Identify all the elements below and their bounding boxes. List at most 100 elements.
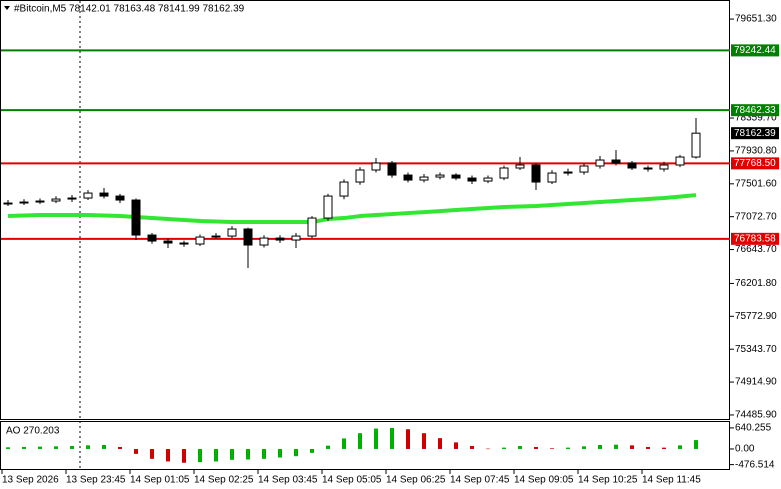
indicator-panel bbox=[0, 421, 730, 470]
indicator-bar bbox=[598, 445, 602, 449]
indicator-y-tick-label: 0.00 bbox=[735, 444, 755, 455]
indicator-bar bbox=[150, 448, 154, 459]
candle-body bbox=[147, 234, 157, 242]
candle-body bbox=[323, 195, 333, 219]
indicator-bar bbox=[646, 446, 650, 449]
y-tick-label: 78359.70 bbox=[735, 113, 777, 124]
candle-body bbox=[691, 132, 701, 158]
candle-body bbox=[275, 237, 285, 241]
indicator-bar bbox=[22, 446, 26, 449]
candle-body bbox=[595, 159, 605, 167]
level-label-bg bbox=[731, 232, 779, 245]
indicator-bar bbox=[502, 447, 506, 449]
indicator-bar bbox=[214, 448, 218, 462]
indicator-bar bbox=[70, 446, 74, 449]
candle-body bbox=[211, 235, 221, 238]
candle-body bbox=[467, 177, 477, 182]
indicator-bar bbox=[550, 448, 554, 449]
y-tick-label: 77072.70 bbox=[735, 211, 777, 222]
x-tick-label: 13 Sep 23:45 bbox=[66, 475, 126, 486]
candle-body bbox=[659, 164, 669, 170]
candle-body bbox=[675, 156, 685, 166]
candle-body bbox=[499, 167, 509, 179]
indicator-bar bbox=[406, 429, 410, 449]
level-label: 76783.58 bbox=[734, 233, 776, 244]
candle-body bbox=[483, 177, 493, 182]
indicator-bar bbox=[694, 440, 698, 449]
last-price-label: 78162.39 bbox=[734, 128, 776, 139]
indicator-bar bbox=[470, 446, 474, 449]
level-label: 77768.50 bbox=[734, 158, 776, 169]
indicator-bar bbox=[118, 446, 122, 449]
indicator-bar bbox=[422, 433, 426, 449]
candle-body bbox=[643, 167, 653, 170]
candle-body bbox=[19, 201, 29, 204]
candle-body bbox=[547, 172, 557, 183]
indicator-bar bbox=[518, 446, 522, 449]
x-tick-label: 14 Sep 07:45 bbox=[450, 475, 510, 486]
indicator-bar bbox=[374, 428, 378, 449]
indicator-bar bbox=[390, 427, 394, 449]
y-tick-label: 77930.80 bbox=[735, 146, 777, 157]
candle-body bbox=[3, 202, 13, 205]
candle-body bbox=[611, 159, 621, 164]
candle-body bbox=[131, 199, 141, 236]
chart-title: #Bitcoin,M5 78142.01 78163.48 78141.99 7… bbox=[14, 4, 245, 15]
x-tick-label: 14 Sep 06:25 bbox=[386, 475, 446, 486]
candle-body bbox=[307, 217, 317, 237]
candle-body bbox=[35, 200, 45, 203]
indicator-bar bbox=[38, 446, 42, 449]
indicator-bar bbox=[534, 446, 538, 449]
x-tick-label: 14 Sep 09:05 bbox=[514, 475, 574, 486]
candle-body bbox=[227, 228, 237, 237]
moving-average bbox=[7, 193, 697, 225]
candle-body bbox=[403, 174, 413, 181]
x-tick-label: 14 Sep 11:45 bbox=[642, 475, 701, 486]
x-tick-label: 14 Sep 02:25 bbox=[194, 475, 254, 486]
y-tick-label: 75772.90 bbox=[735, 311, 777, 322]
candle-body bbox=[515, 164, 525, 169]
indicator-bar bbox=[310, 448, 314, 453]
candle-body bbox=[339, 181, 349, 197]
indicator-bar bbox=[358, 433, 362, 449]
candle-body bbox=[419, 176, 429, 181]
candle-body bbox=[99, 192, 109, 197]
indicator-bar bbox=[294, 448, 298, 457]
y-tick-label: 74914.90 bbox=[735, 377, 777, 388]
candle-body bbox=[163, 240, 173, 244]
candle-body bbox=[115, 195, 125, 201]
indicator-y-tick-label: -476.514 bbox=[735, 459, 775, 470]
indicator-bar bbox=[630, 445, 634, 449]
indicator-bar bbox=[262, 448, 266, 459]
indicator-title: AO 270.203 bbox=[6, 426, 60, 437]
last-price-bg bbox=[731, 127, 779, 140]
indicator-bar bbox=[230, 448, 234, 460]
candle-body bbox=[371, 162, 381, 171]
x-tick-label: 14 Sep 05:05 bbox=[322, 475, 382, 486]
candle-body bbox=[179, 242, 189, 245]
indicator-bar bbox=[182, 448, 186, 463]
indicator-bar bbox=[486, 448, 490, 450]
candle-body bbox=[627, 162, 637, 169]
candle-body bbox=[579, 165, 589, 173]
indicator-bar bbox=[102, 445, 106, 449]
indicator-bar bbox=[342, 438, 346, 449]
y-tick-label: 74485.90 bbox=[735, 410, 777, 421]
level-label-bg bbox=[731, 157, 779, 170]
x-tick-label: 13 Sep 2026 bbox=[2, 475, 59, 486]
indicator-bar bbox=[134, 448, 138, 454]
indicator-bar bbox=[438, 438, 442, 449]
level-label: 78462.33 bbox=[734, 105, 776, 116]
indicator-bar bbox=[198, 448, 202, 463]
main-panel bbox=[0, 0, 730, 420]
x-tick-label: 14 Sep 01:05 bbox=[130, 475, 190, 486]
y-tick-label: 76643.70 bbox=[735, 244, 777, 255]
indicator-bar bbox=[246, 448, 250, 460]
indicator-bar bbox=[566, 447, 570, 449]
candle-body bbox=[243, 228, 253, 246]
y-tick-label: 79651.30 bbox=[735, 14, 777, 25]
candle-body bbox=[563, 171, 573, 174]
candle-body bbox=[259, 237, 269, 246]
x-tick-label: 14 Sep 03:45 bbox=[258, 475, 318, 486]
